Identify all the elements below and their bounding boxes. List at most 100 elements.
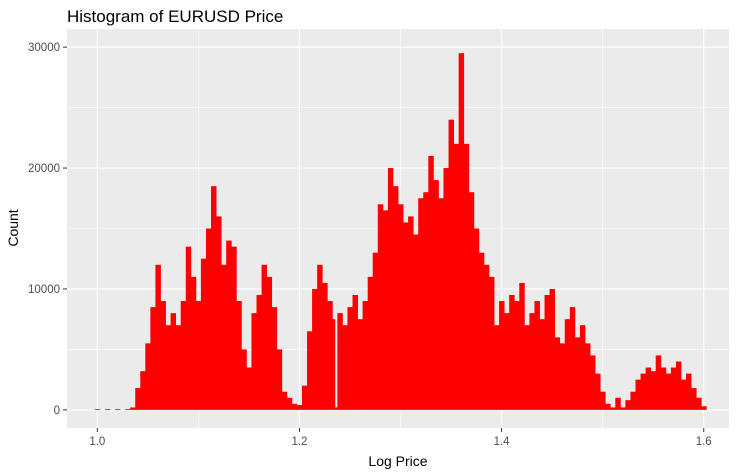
- histogram-bar: [640, 373, 647, 410]
- histogram-bar: [438, 198, 444, 410]
- histogram-bar: [655, 355, 662, 410]
- histogram-bar: [241, 349, 247, 410]
- histogram-bar: [327, 301, 333, 410]
- histogram-bar: [291, 403, 298, 410]
- histogram-bar: [428, 155, 434, 410]
- histogram-bar: [382, 210, 389, 410]
- histogram-bar: [478, 252, 485, 410]
- histogram-bar: [256, 295, 262, 410]
- histogram-bar: [418, 198, 424, 410]
- histogram-bar: [337, 313, 343, 410]
- y-tick-label: 20000: [28, 163, 60, 175]
- histogram-bar: [660, 367, 667, 410]
- histogram-bar: [499, 301, 505, 410]
- histogram-bar: [236, 301, 242, 410]
- histogram-bar: [620, 407, 626, 410]
- histogram-bar: [175, 325, 182, 410]
- histogram-bar: [635, 379, 641, 410]
- histogram-bar: [443, 168, 449, 410]
- histogram-bar: [246, 367, 252, 410]
- histogram-bar: [125, 409, 131, 410]
- histogram-bar: [334, 407, 338, 410]
- x-axis-title: Log Price: [368, 453, 427, 469]
- histogram-bar: [423, 192, 429, 410]
- histogram-bar: [468, 192, 475, 410]
- x-tick-label: 1.0: [89, 436, 105, 448]
- histogram-bar: [600, 391, 606, 410]
- histogram-bar: [701, 406, 707, 410]
- histogram-bar: [104, 409, 111, 410]
- histogram-bar: [605, 403, 611, 410]
- histogram-bar: [377, 204, 384, 410]
- histogram-bar: [453, 143, 460, 410]
- histogram-bar: [559, 343, 566, 410]
- y-tick-label: 0: [54, 405, 60, 417]
- histogram-bar: [392, 186, 399, 410]
- histogram-bar: [670, 367, 677, 410]
- histogram-bar: [549, 288, 556, 410]
- histogram-bar: [150, 307, 156, 410]
- histogram-bar: [569, 307, 576, 410]
- y-tick-label: 10000: [28, 284, 60, 296]
- histogram-bar: [584, 343, 591, 410]
- histogram-bar: [403, 222, 409, 410]
- histogram-bar: [185, 246, 192, 410]
- histogram-bar: [307, 331, 313, 410]
- histogram-bar: [266, 276, 273, 410]
- histogram-bar: [696, 397, 702, 410]
- histogram-bar: [691, 388, 697, 410]
- histogram-bar: [463, 143, 470, 410]
- histogram-bar: [115, 409, 121, 410]
- histogram-bar: [408, 216, 414, 410]
- x-tick-label: 1.2: [291, 436, 307, 448]
- histogram-bar: [413, 234, 419, 410]
- histogram-bar: [574, 337, 581, 410]
- histogram-bar: [680, 379, 687, 410]
- histogram-bar: [519, 282, 525, 410]
- histogram-bar: [650, 371, 657, 410]
- histogram-bar: [544, 295, 551, 410]
- histogram-bars: [94, 53, 707, 410]
- histogram-bar: [367, 276, 374, 410]
- histogram-bar: [226, 240, 232, 410]
- histogram-bar: [615, 397, 621, 410]
- histogram-bar: [529, 313, 535, 410]
- histogram-bar: [135, 388, 141, 410]
- histogram-bar: [261, 264, 268, 410]
- histogram-bar: [625, 400, 631, 410]
- histogram-bar: [155, 264, 161, 410]
- histogram-bar: [398, 204, 404, 410]
- y-axis: 0 10000 20000 30000: [28, 42, 67, 417]
- histogram-bar: [312, 288, 318, 410]
- y-axis-title: Count: [5, 209, 21, 246]
- histogram-bar: [347, 307, 353, 410]
- histogram-bar: [276, 349, 283, 410]
- y-tick-label: 30000: [28, 42, 60, 54]
- histogram-bar: [514, 301, 520, 410]
- histogram-bar: [590, 355, 596, 410]
- x-axis: 1.0 1.2 1.4 1.6: [89, 428, 712, 448]
- histogram-bar: [610, 407, 616, 410]
- histogram-bar: [554, 337, 561, 410]
- histogram-bar: [211, 186, 217, 410]
- histogram-bar: [160, 301, 166, 410]
- histogram-bar: [458, 53, 465, 410]
- x-tick-label: 1.4: [494, 436, 511, 448]
- histogram-bar: [357, 319, 364, 410]
- histogram-bar: [630, 391, 636, 410]
- histogram-bar: [130, 407, 136, 410]
- histogram-bar: [387, 168, 394, 410]
- histogram-bar: [251, 313, 257, 410]
- histogram-bar: [271, 307, 278, 410]
- histogram-bar: [504, 313, 510, 410]
- histogram-bar: [145, 343, 151, 410]
- histogram-bar: [190, 276, 197, 410]
- histogram-bar: [539, 319, 545, 410]
- histogram-bar: [342, 325, 348, 410]
- histogram-bar: [317, 264, 323, 410]
- histogram-bar: [296, 405, 303, 410]
- histogram-bar: [372, 252, 379, 410]
- histogram-bar: [524, 325, 530, 410]
- histogram-bar: [301, 385, 308, 410]
